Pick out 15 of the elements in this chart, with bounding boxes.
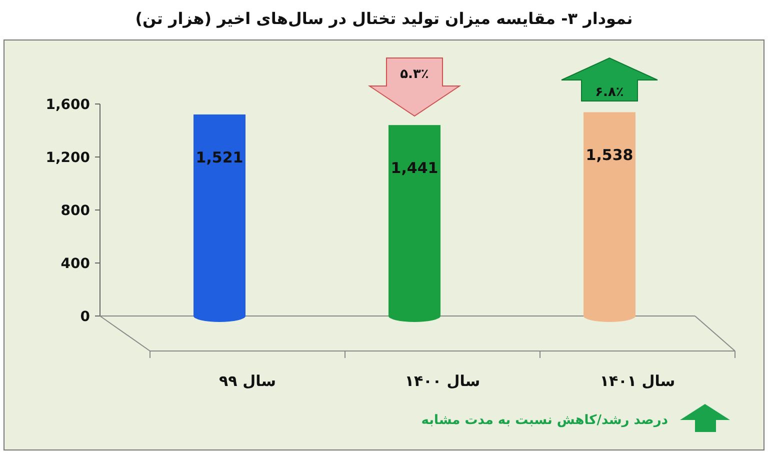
x-tick-label: سال ۱۴۰۰ xyxy=(404,372,480,390)
text: ۵.۳٪ xyxy=(400,67,429,82)
data-label: 1,441 xyxy=(390,159,438,178)
y-tick-label: 1,200 xyxy=(46,150,90,166)
text: درصد رشد/کاهش نسبت به مدت مشابه xyxy=(421,413,668,428)
title: نمودار ۳- مقایسه میزان تولید تختال در سال‌های اخیر (هزار تن) xyxy=(135,9,633,28)
data-label: 1,538 xyxy=(586,146,634,164)
x-tick-label: سال ۱۴۰۱ xyxy=(600,372,676,390)
text: ۶.۸٪ xyxy=(595,85,624,100)
x-tick-label: سال ۹۹ xyxy=(219,372,276,390)
y-tick-label: 1,600 xyxy=(46,97,90,113)
y-tick-label: 800 xyxy=(60,203,90,219)
y-tick-label: 0 xyxy=(80,309,90,325)
data-label: 1,521 xyxy=(196,148,244,166)
y-tick-label: 400 xyxy=(60,256,90,272)
